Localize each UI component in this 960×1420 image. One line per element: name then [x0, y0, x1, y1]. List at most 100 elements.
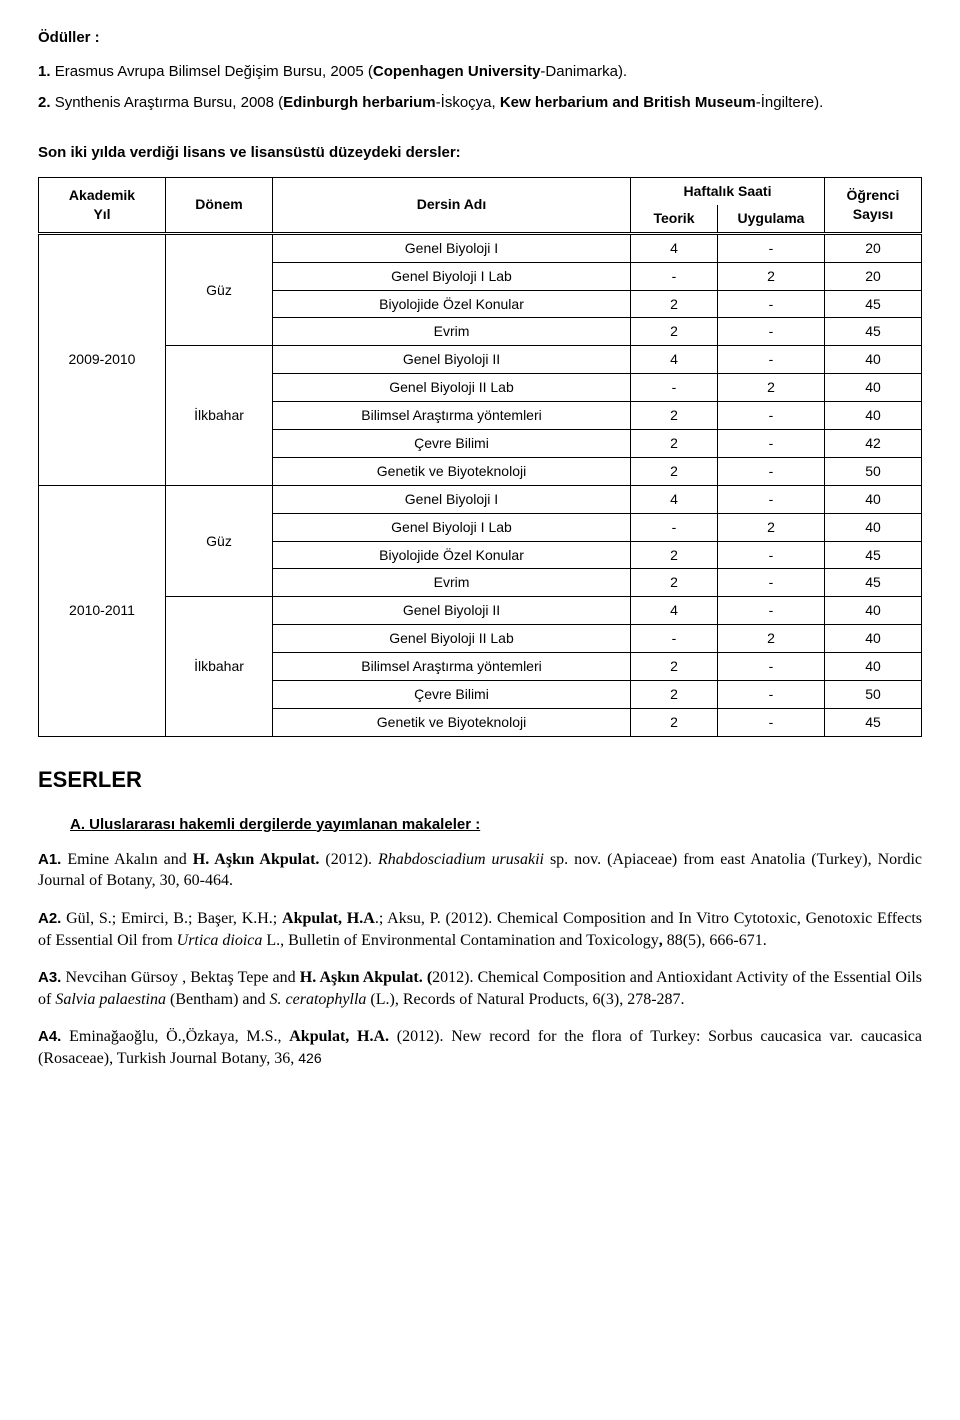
cell-students: 40 — [825, 346, 922, 374]
cell-practice: - — [718, 318, 825, 346]
cell-practice: - — [718, 346, 825, 374]
cell-students: 40 — [825, 625, 922, 653]
award-tail: -Danimarka). — [540, 63, 627, 80]
cell-practice: 2 — [718, 374, 825, 402]
table-body: 2009-2010GüzGenel Biyoloji I4-20Genel Bi… — [39, 233, 922, 736]
cell-course: Genel Biyoloji I Lab — [273, 262, 631, 290]
col-practice: Uygulama — [718, 205, 825, 233]
cell-students: 45 — [825, 318, 922, 346]
cell-students: 50 — [825, 457, 922, 485]
eserler-subhead: A. Uluslararası hakemli dergilerde yayım… — [70, 815, 922, 835]
references-container: A1. Emine Akalın and H. Aşkın Akpulat. (… — [38, 849, 922, 1070]
reference-item: A1. Emine Akalın and H. Aşkın Akpulat. (… — [38, 849, 922, 892]
cell-students: 45 — [825, 569, 922, 597]
award-item-2: 2. Synthenis Araştırma Bursu, 2008 (Edin… — [38, 93, 922, 113]
cell-practice: - — [718, 569, 825, 597]
cell-theory: 4 — [631, 346, 718, 374]
ref-tag: A3. — [38, 969, 61, 986]
eserler-heading: ESERLER — [38, 765, 922, 795]
cell-students: 50 — [825, 681, 922, 709]
reference-item: A3. Nevcihan Gürsoy , Bektaş Tepe and H.… — [38, 967, 922, 1010]
col-term: Dönem — [166, 178, 273, 234]
cell-theory: - — [631, 513, 718, 541]
award-mid: -İskoçya, — [436, 94, 500, 111]
cell-term: İlkbahar — [166, 346, 273, 485]
cell-practice: - — [718, 541, 825, 569]
cell-theory: 2 — [631, 290, 718, 318]
table-row: 2010-2011GüzGenel Biyoloji I4-40 — [39, 485, 922, 513]
award-num: 2. — [38, 94, 51, 111]
table-row: İlkbaharGenel Biyoloji II4-40 — [39, 346, 922, 374]
col-weekly: Haftalık Saati — [631, 178, 825, 205]
table-row: İlkbaharGenel Biyoloji II4-40 — [39, 597, 922, 625]
cell-course: Çevre Bilimi — [273, 681, 631, 709]
cell-theory: 2 — [631, 681, 718, 709]
ref-tag: A4. — [38, 1028, 61, 1045]
cell-practice: - — [718, 402, 825, 430]
table-row: 2009-2010GüzGenel Biyoloji I4-20 — [39, 233, 922, 262]
cell-practice: 2 — [718, 513, 825, 541]
cell-course: Genel Biyoloji I — [273, 485, 631, 513]
cell-course: Genel Biyoloji II Lab — [273, 625, 631, 653]
cell-students: 40 — [825, 485, 922, 513]
cell-course: Evrim — [273, 318, 631, 346]
courses-heading: Son iki yılda verdiği lisans ve lisansüs… — [38, 143, 922, 163]
cell-course: Genetik ve Biyoteknoloji — [273, 457, 631, 485]
cell-course: Genetik ve Biyoteknoloji — [273, 708, 631, 736]
cell-theory: - — [631, 625, 718, 653]
cell-term: Güz — [166, 485, 273, 597]
cell-course: Çevre Bilimi — [273, 430, 631, 458]
cell-course: Evrim — [273, 569, 631, 597]
cell-practice: - — [718, 430, 825, 458]
award-lead: Synthenis Araştırma Bursu, 2008 ( — [55, 94, 283, 111]
cell-course: Genel Biyoloji I — [273, 233, 631, 262]
award-bold: Copenhagen University — [373, 63, 541, 80]
cell-practice: - — [718, 457, 825, 485]
cell-theory: 2 — [631, 402, 718, 430]
cell-term: Güz — [166, 233, 273, 346]
cell-theory: 2 — [631, 708, 718, 736]
ref-tag: A1. — [38, 851, 61, 868]
award-tail: -İngiltere). — [756, 94, 824, 111]
cell-theory: 2 — [631, 569, 718, 597]
cell-theory: - — [631, 374, 718, 402]
cell-year: 2010-2011 — [39, 485, 166, 736]
cell-students: 45 — [825, 708, 922, 736]
cell-course: Genel Biyoloji II — [273, 597, 631, 625]
award-bold2: Kew herbarium and British Museum — [500, 94, 756, 111]
cell-theory: 4 — [631, 233, 718, 262]
col-theory: Teorik — [631, 205, 718, 233]
cell-practice: - — [718, 653, 825, 681]
col-course: Dersin Adı — [273, 178, 631, 234]
cell-theory: 2 — [631, 430, 718, 458]
cell-students: 42 — [825, 430, 922, 458]
cell-theory: 2 — [631, 653, 718, 681]
cell-students: 45 — [825, 290, 922, 318]
cell-course: Genel Biyoloji II — [273, 346, 631, 374]
cell-practice: - — [718, 290, 825, 318]
cell-year: 2009-2010 — [39, 233, 166, 485]
award-lead: Erasmus Avrupa Bilimsel Değişim Bursu, 2… — [55, 63, 373, 80]
cell-students: 40 — [825, 597, 922, 625]
cell-theory: 4 — [631, 485, 718, 513]
cell-term: İlkbahar — [166, 597, 273, 736]
cell-practice: 2 — [718, 262, 825, 290]
award-bold: Edinburgh herbarium — [283, 94, 436, 111]
courses-table: Akademik Yıl Dönem Dersin Adı Haftalık S… — [38, 177, 922, 737]
cell-theory: - — [631, 262, 718, 290]
cell-theory: 4 — [631, 597, 718, 625]
cell-course: Bilimsel Araştırma yöntemleri — [273, 402, 631, 430]
reference-item: A2. Gül, S.; Emirci, B.; Başer, K.H.; Ak… — [38, 908, 922, 951]
cell-students: 20 — [825, 233, 922, 262]
cell-students: 40 — [825, 513, 922, 541]
cell-practice: - — [718, 708, 825, 736]
cell-practice: - — [718, 233, 825, 262]
cell-course: Biyolojide Özel Konular — [273, 290, 631, 318]
col-students: Öğrenci Sayısı — [825, 178, 922, 234]
cell-course: Genel Biyoloji II Lab — [273, 374, 631, 402]
cell-practice: - — [718, 597, 825, 625]
cell-students: 20 — [825, 262, 922, 290]
cell-students: 45 — [825, 541, 922, 569]
cell-students: 40 — [825, 653, 922, 681]
cell-theory: 2 — [631, 541, 718, 569]
